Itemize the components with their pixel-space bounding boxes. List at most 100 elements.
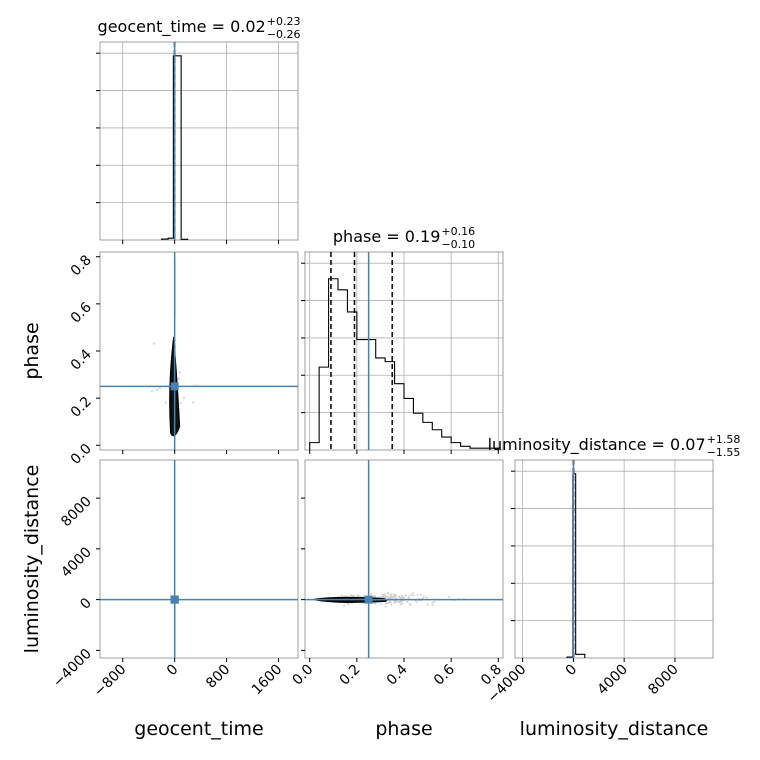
histogram-geocent_time bbox=[161, 55, 189, 240]
panel-phase-vs-luminosity_distance-sample bbox=[399, 603, 402, 606]
panel-phase-vs-luminosity_distance-sample bbox=[381, 593, 384, 597]
xtick-label-geocent_time-3: 1600 bbox=[249, 662, 286, 699]
xtick-label-luminosity_distance-1: 0 bbox=[563, 662, 581, 680]
ytick-label-phase-4: 0.8 bbox=[68, 252, 95, 279]
title-luminosity_distance: luminosity_distance = 0.07 +1.58−1.55 bbox=[488, 433, 741, 459]
panel-geocent_time-vs-phase-sample bbox=[150, 390, 154, 393]
panel-geocent_time-vs-phase-sample bbox=[177, 377, 181, 381]
panel-geocent_time-vs-phase-sample bbox=[182, 396, 186, 400]
ytick-label-luminosity_distance-0: −4000 bbox=[50, 646, 95, 691]
panel-phase-vs-luminosity_distance-sample bbox=[390, 603, 393, 607]
xtick-label-luminosity_distance-3: 8000 bbox=[645, 662, 682, 699]
panel-phase-vs-luminosity_distance-sample bbox=[394, 600, 397, 603]
title-upper-luminosity_distance: +1.58 bbox=[707, 433, 741, 446]
panel-phase-vs-luminosity_distance-sample bbox=[380, 595, 383, 598]
title-lower-luminosity_distance: −1.55 bbox=[707, 446, 741, 459]
panel-phase-vs-luminosity_distance-truth-marker bbox=[364, 595, 373, 604]
xtick-label-geocent_time-2: 800 bbox=[203, 662, 233, 692]
title-main-luminosity_distance: luminosity_distance = 0.07 bbox=[488, 435, 706, 455]
xtick-label-phase-1: 0.2 bbox=[337, 662, 364, 689]
xlabel-phase: phase bbox=[375, 718, 432, 740]
panel-geocent_time-vs-phase-sample bbox=[179, 402, 182, 405]
title-lower-geocent_time: −0.26 bbox=[267, 28, 301, 41]
panel-phase-vs-luminosity_distance-sample bbox=[416, 593, 419, 596]
panel-phase-vs-luminosity_distance-sample bbox=[340, 594, 343, 597]
panel-phase-vs-luminosity_distance-sample bbox=[425, 596, 428, 599]
histogram-phase bbox=[309, 278, 499, 450]
title-phase: phase = 0.19 +0.16−0.10 bbox=[333, 225, 475, 251]
panel-phase-vs-luminosity_distance-sample bbox=[412, 594, 415, 597]
panel-geocent_time-vs-luminosity_distance-truth-marker bbox=[170, 595, 179, 604]
panel-phase-vs-luminosity_distance-sample bbox=[389, 594, 392, 598]
panel-phase-vs-luminosity_distance-sample bbox=[422, 595, 426, 598]
title-upper-phase: +0.16 bbox=[441, 225, 475, 238]
title-geocent_time: geocent_time = 0.02 +0.23−0.26 bbox=[98, 15, 301, 41]
panel-geocent_time-vs-phase-sample bbox=[156, 388, 159, 391]
title-upper-geocent_time: +0.23 bbox=[267, 15, 301, 28]
panel-phase-vs-luminosity_distance-sample bbox=[390, 592, 393, 596]
panel-geocent_time-vs-phase-sample bbox=[152, 342, 156, 345]
panel-phase-vs-luminosity_distance-sample bbox=[431, 601, 434, 604]
panel-phase-vs-luminosity_distance-sample bbox=[431, 603, 434, 607]
ytick-label-phase-2: 0.4 bbox=[68, 346, 95, 373]
panel-phase-vs-luminosity_distance-sample bbox=[386, 602, 389, 605]
panel-phase-vs-luminosity_distance-sample bbox=[392, 595, 395, 598]
panel-phase-vs-luminosity_distance-sample bbox=[384, 605, 387, 608]
hist-grid-geocent_time bbox=[100, 42, 298, 240]
title-lower-phase: −0.10 bbox=[441, 238, 475, 251]
panel-phase-vs-luminosity_distance-sample bbox=[352, 594, 355, 597]
panel-phase-vs-luminosity_distance-sample bbox=[409, 593, 413, 596]
panel-phase-vs-luminosity_distance-sample bbox=[373, 595, 376, 598]
panel-phase-vs-luminosity_distance-sample bbox=[411, 592, 415, 595]
panel-phase-vs-luminosity_distance-sample bbox=[447, 595, 450, 599]
panel-phase-vs-luminosity_distance-sample bbox=[389, 599, 392, 603]
panel-phase-vs-luminosity_distance-sample bbox=[384, 595, 387, 598]
panel-phase-vs-luminosity_distance-sample bbox=[397, 601, 401, 604]
xlabel-geocent_time: geocent_time bbox=[134, 718, 263, 740]
xlabel-luminosity_distance: luminosity_distance bbox=[520, 718, 709, 740]
hist-grid-phase bbox=[305, 252, 503, 450]
panel-phase-vs-luminosity_distance-sample bbox=[406, 600, 409, 603]
panel-phase-vs-luminosity_distance-sample bbox=[408, 603, 411, 606]
ytick-label-luminosity_distance-3: 8000 bbox=[58, 494, 95, 531]
panel-phase-vs-luminosity_distance-sample bbox=[407, 595, 410, 598]
xtick-label-luminosity_distance-2: 4000 bbox=[594, 662, 631, 699]
panel-geocent_time-vs-luminosity_distance-frame bbox=[99, 459, 299, 659]
ytick-label-phase-1: 0.2 bbox=[68, 394, 95, 421]
panel-geocent_time-vs-phase-sample bbox=[192, 401, 195, 404]
xtick-label-phase-3: 0.6 bbox=[431, 661, 458, 688]
title-main-phase: phase = 0.19 bbox=[333, 227, 440, 246]
ylabel-phase: phase bbox=[21, 322, 43, 379]
panel-phase-vs-luminosity_distance-sample bbox=[387, 592, 390, 595]
panel-phase-vs-luminosity_distance-sample bbox=[400, 594, 404, 597]
panel-phase-vs-luminosity_distance-sample bbox=[415, 600, 418, 603]
xtick-label-geocent_time-0: −800 bbox=[91, 662, 130, 701]
ytick-label-phase-0: 0.0 bbox=[68, 441, 95, 468]
panel-phase-vs-luminosity_distance-sample bbox=[400, 600, 403, 603]
panel-phase-vs-luminosity_distance-sample bbox=[342, 604, 346, 607]
panel-phase-vs-luminosity_distance-sample bbox=[349, 594, 353, 597]
ylabel-luminosity_distance: luminosity_distance bbox=[21, 465, 43, 654]
histogram-luminosity_distance bbox=[566, 473, 586, 658]
panel-phase-vs-luminosity_distance-sample bbox=[386, 595, 389, 598]
hist-frame-geocent_time bbox=[99, 41, 299, 241]
panel-geocent_time-vs-phase-frame bbox=[99, 251, 299, 451]
panel-phase-vs-luminosity_distance-sample bbox=[426, 603, 429, 606]
panel-phase-vs-luminosity_distance-sample bbox=[404, 594, 407, 597]
panel-phase-vs-luminosity_distance-sample bbox=[433, 600, 436, 603]
panel-phase-vs-luminosity_distance-sample bbox=[383, 593, 386, 596]
panel-phase-vs-luminosity_distance-sample bbox=[398, 595, 401, 598]
title-main-geocent_time: geocent_time = 0.02 bbox=[98, 17, 266, 37]
panel-geocent_time-vs-phase-sample bbox=[164, 401, 167, 404]
panel-geocent_time-vs-phase-sample bbox=[178, 371, 181, 374]
ytick-label-luminosity_distance-1: 0 bbox=[77, 595, 95, 613]
hist-grid-luminosity_distance bbox=[515, 460, 713, 658]
xtick-label-geocent_time-1: 0 bbox=[164, 662, 182, 680]
ytick-label-luminosity_distance-2: 4000 bbox=[58, 544, 95, 581]
hist-frame-luminosity_distance bbox=[514, 459, 714, 659]
xtick-label-phase-2: 0.4 bbox=[384, 661, 411, 688]
panel-phase-vs-luminosity_distance-sample bbox=[394, 597, 397, 600]
panel-phase-vs-luminosity_distance-sample bbox=[369, 592, 373, 596]
panel-phase-vs-luminosity_distance-sample bbox=[407, 596, 410, 600]
